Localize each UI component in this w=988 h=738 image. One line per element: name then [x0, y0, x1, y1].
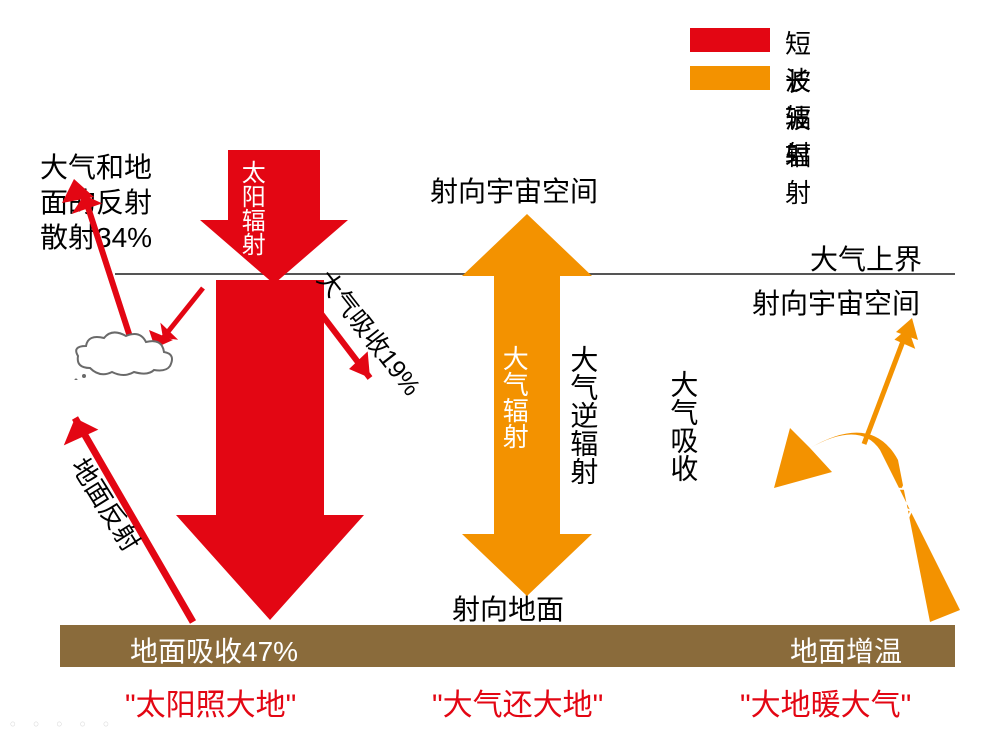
legend-swatch-shortwave — [690, 28, 770, 52]
label-atm-radiation: 大气辐射 — [500, 345, 527, 449]
label-ground-warm: 地面增温 — [790, 630, 902, 670]
watermark: ◦ ◦ ◦ ◦ ◦ — [8, 715, 113, 734]
caption-sun: "太阳照大地" — [125, 680, 296, 724]
label-atm-top: 大气上界 — [810, 238, 922, 278]
arrow-small-space — [852, 312, 932, 452]
legend-swatch-longwave — [690, 66, 770, 90]
arrow-solar-top — [188, 150, 348, 290]
arrow-reflect-up — [60, 175, 150, 350]
label-solar-radiation: 太阳辐射 — [238, 160, 263, 256]
label-atm-absorb-right: 大气吸收 — [668, 370, 697, 482]
cloud-icon — [70, 330, 180, 380]
label-to-space-top: 射向宇宙空间 — [430, 170, 598, 210]
label-atm-counter: 大气逆辐射 — [568, 345, 597, 485]
caption-atm: "大气还大地" — [432, 680, 603, 724]
legend-label-longwave: 长波辐射 — [785, 62, 811, 210]
label-ground-absorb: 地面吸收47% — [130, 630, 298, 670]
diagram-stage: 短波辐射 长波辐射 大气上界 射向宇宙空间 地面吸收47% 地面增温 "太阳照大… — [0, 0, 988, 738]
caption-ground: "大地暖大气" — [740, 680, 911, 724]
